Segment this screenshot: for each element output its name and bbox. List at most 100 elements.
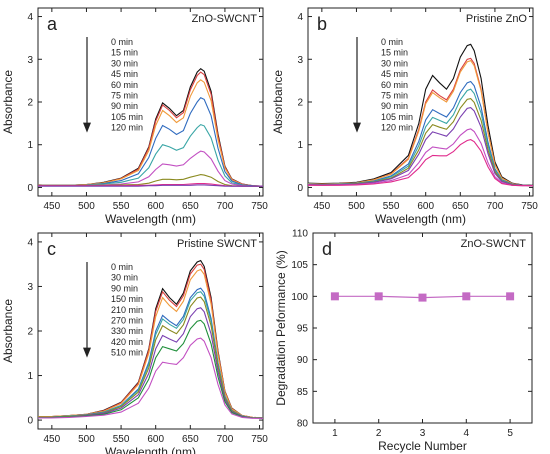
x-tick-label: 500: [78, 434, 95, 445]
series-line-120-min: [308, 139, 533, 187]
x-tick-label: 750: [251, 434, 268, 445]
panel-b: 450 500 550 600 650 700 750 0 1 2 3 4 Wavelength (nm…: [271, 7, 538, 226]
legend-entry: 510 min: [111, 348, 143, 358]
legend-entry: 90 min: [381, 101, 408, 111]
sample-label: ZnO-SWCNT: [461, 238, 527, 250]
series-line-60-min: [38, 123, 263, 187]
x-axis-label: Wavelength (nm): [105, 212, 196, 226]
data-point: [462, 292, 471, 301]
x-tick-label: 450: [314, 201, 331, 212]
x-tick-label: 3: [420, 428, 426, 439]
legend-entry: 0 min: [111, 262, 133, 272]
series-line-90-min: [38, 268, 263, 419]
data-point: [506, 292, 515, 301]
y-tick-label: 85: [297, 387, 309, 398]
x-tick-label: 700: [487, 201, 504, 212]
legend-entry: 330 min: [111, 326, 143, 336]
legend-entry: 270 min: [111, 316, 143, 326]
legend-entry: 15 min: [381, 48, 408, 58]
x-axis-label: Wavelength (nm): [105, 445, 196, 454]
legend-entry: 420 min: [111, 337, 143, 347]
y-tick-label: 0: [27, 183, 33, 194]
y-tick-label: 4: [27, 237, 33, 248]
y-tick-label: 105: [291, 260, 308, 271]
x-tick-label: 550: [113, 201, 130, 212]
series-line-510-min: [38, 337, 263, 419]
y-tick-label: 4: [27, 12, 33, 23]
y-tick-label: 2: [27, 98, 33, 109]
y-tick-label: 1: [27, 371, 33, 382]
x-tick-label: 650: [182, 434, 199, 445]
y-tick-label: 4: [297, 12, 303, 23]
series-line-90-min: [308, 106, 533, 187]
series-line-0-min: [38, 67, 263, 187]
y-tick-label: 100: [291, 292, 308, 303]
x-tick-label: 600: [147, 434, 164, 445]
x-tick-label: 550: [113, 434, 130, 445]
legend-entry: 45 min: [111, 69, 138, 79]
sample-label: Pristine SWCNT: [177, 238, 257, 250]
series-line-330-min: [38, 307, 263, 419]
y-tick-label: 110: [292, 229, 308, 240]
y-tick-label: 3: [27, 282, 33, 293]
series-line-420-min: [38, 319, 263, 419]
x-tick-label: 450: [44, 201, 61, 212]
legend-entry: 120 min: [381, 123, 413, 133]
x-tick-label: 450: [44, 434, 61, 445]
legend-entry: 105 min: [381, 112, 413, 122]
x-tick-label: 600: [147, 201, 164, 212]
panel-letter: c: [47, 239, 56, 259]
x-tick-label: 2: [376, 428, 382, 439]
legend-entry: 30 min: [381, 58, 408, 68]
data-point: [330, 292, 339, 301]
y-axis-label: Absorbance: [1, 70, 15, 134]
x-axis-label: Wavelength (nm): [375, 212, 466, 226]
x-tick-label: 750: [251, 201, 268, 212]
y-axis-label: Degradation Peformance (%): [274, 250, 288, 405]
legend-entry: 60 min: [381, 80, 408, 90]
data-point: [374, 292, 383, 301]
legend-entry: 150 min: [111, 294, 143, 304]
x-tick-label: 500: [348, 201, 365, 212]
time-arrow-head: [83, 347, 91, 358]
y-tick-label: 3: [297, 55, 303, 66]
sample-label: Pristine ZnO: [466, 13, 528, 25]
x-tick-label: 550: [383, 201, 400, 212]
legend-entry: 15 min: [111, 48, 138, 58]
panel-c: 450 500 550 600 650 700 750 0 1 2 3 4 Wavelength (nm…: [1, 232, 268, 454]
x-tick-label: 650: [182, 201, 199, 212]
series-line-15-min: [38, 71, 263, 187]
x-tick-label: 750: [521, 201, 538, 212]
x-tick-label: 700: [217, 434, 234, 445]
series-line-120-min: [38, 184, 263, 187]
x-tick-label: 500: [78, 201, 95, 212]
plot-frame: [307, 7, 534, 197]
series-line-210-min: [38, 291, 263, 419]
series-group: [330, 292, 515, 302]
panel-d: 1 2 3 4 5 80 85 90 95 100 105 110 Recycle Number Degr…: [274, 229, 533, 453]
legend-entry: 75 min: [111, 91, 138, 101]
y-tick-label: 3: [27, 55, 33, 66]
legend-entry: 60 min: [111, 80, 138, 90]
x-axis-label: Recycle Number: [378, 439, 467, 453]
panel-a: 450 500 550 600 650 700 750 0 1 2 3 4 Wavelength (nm…: [1, 7, 268, 226]
y-tick-label: 2: [27, 327, 33, 338]
legend-entry: 45 min: [381, 69, 408, 79]
series-line-0-min: [308, 43, 533, 186]
series-line-150-min: [38, 287, 263, 419]
x-tick-label: 600: [417, 201, 434, 212]
y-tick-label: 90: [297, 355, 309, 366]
series-line-105-min: [308, 128, 533, 187]
y-axis-label: Absorbance: [271, 70, 285, 134]
y-axis-label: Absorbance: [1, 299, 15, 363]
x-tick-label: 700: [217, 201, 234, 212]
x-tick-label: 650: [452, 201, 469, 212]
data-point: [418, 293, 427, 302]
y-tick-label: 2: [297, 98, 303, 109]
panel-letter: b: [317, 14, 327, 34]
series-group: [38, 259, 263, 419]
series-group: [308, 43, 533, 187]
panel-letter: d: [322, 239, 332, 259]
legend-entry: 90 min: [111, 283, 138, 293]
